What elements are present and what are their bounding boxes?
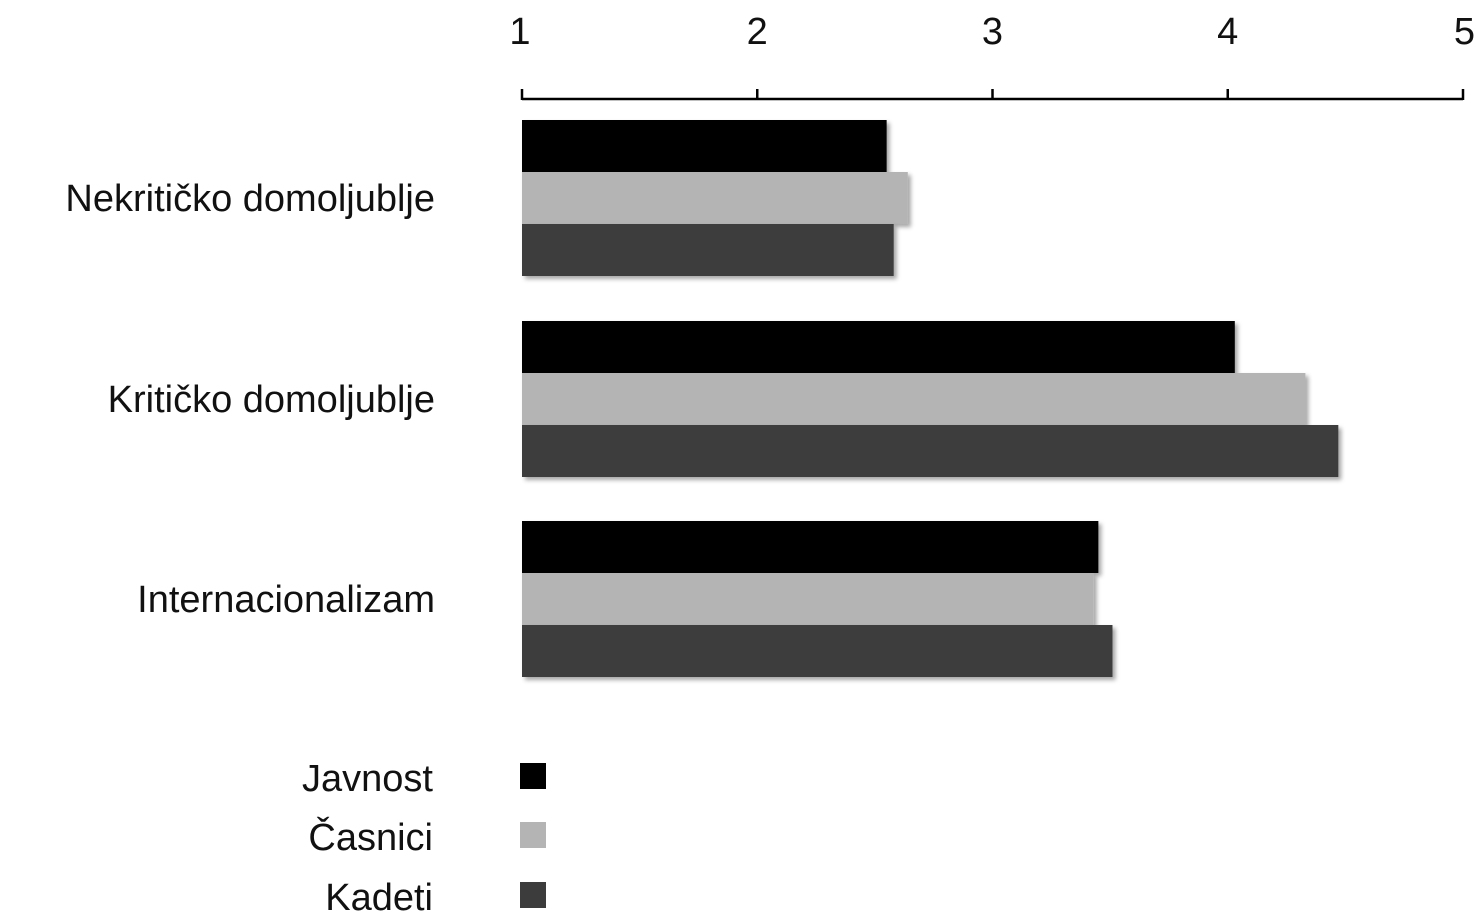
- legend-swatch: [520, 822, 546, 848]
- legend-swatch: [520, 763, 546, 789]
- x-tick-label: 5: [1454, 11, 1475, 53]
- x-tick-label: 3: [982, 11, 1003, 53]
- bar: [522, 120, 887, 172]
- legend: Javnost Časnici Kadeti: [302, 758, 546, 919]
- x-tick-label: 1: [509, 11, 530, 53]
- legend-swatch: [520, 882, 546, 908]
- bar: [522, 321, 1235, 373]
- x-tick-label: 4: [1217, 11, 1238, 53]
- category-label: Nekritičko domoljublje: [65, 178, 435, 220]
- bar: [522, 425, 1339, 477]
- bar: [522, 521, 1099, 573]
- legend-label: Časnici: [308, 815, 433, 859]
- x-tick-label: 2: [747, 11, 768, 53]
- category-label: Internacionalizam: [137, 579, 435, 621]
- category-labels: Nekritičko domoljublje Kritičko domoljubl…: [65, 178, 435, 621]
- x-axis: 1 2 3 4 5: [509, 11, 1475, 101]
- legend-label: Javnost: [302, 758, 433, 800]
- bar: [522, 224, 894, 276]
- legend-label: Kadeti: [325, 877, 433, 916]
- category-label: Kritičko domoljublje: [108, 379, 435, 421]
- bar: [522, 625, 1113, 677]
- bar: [522, 172, 908, 224]
- bar: [522, 373, 1306, 425]
- bars: [522, 120, 1339, 677]
- bar: [522, 573, 1094, 625]
